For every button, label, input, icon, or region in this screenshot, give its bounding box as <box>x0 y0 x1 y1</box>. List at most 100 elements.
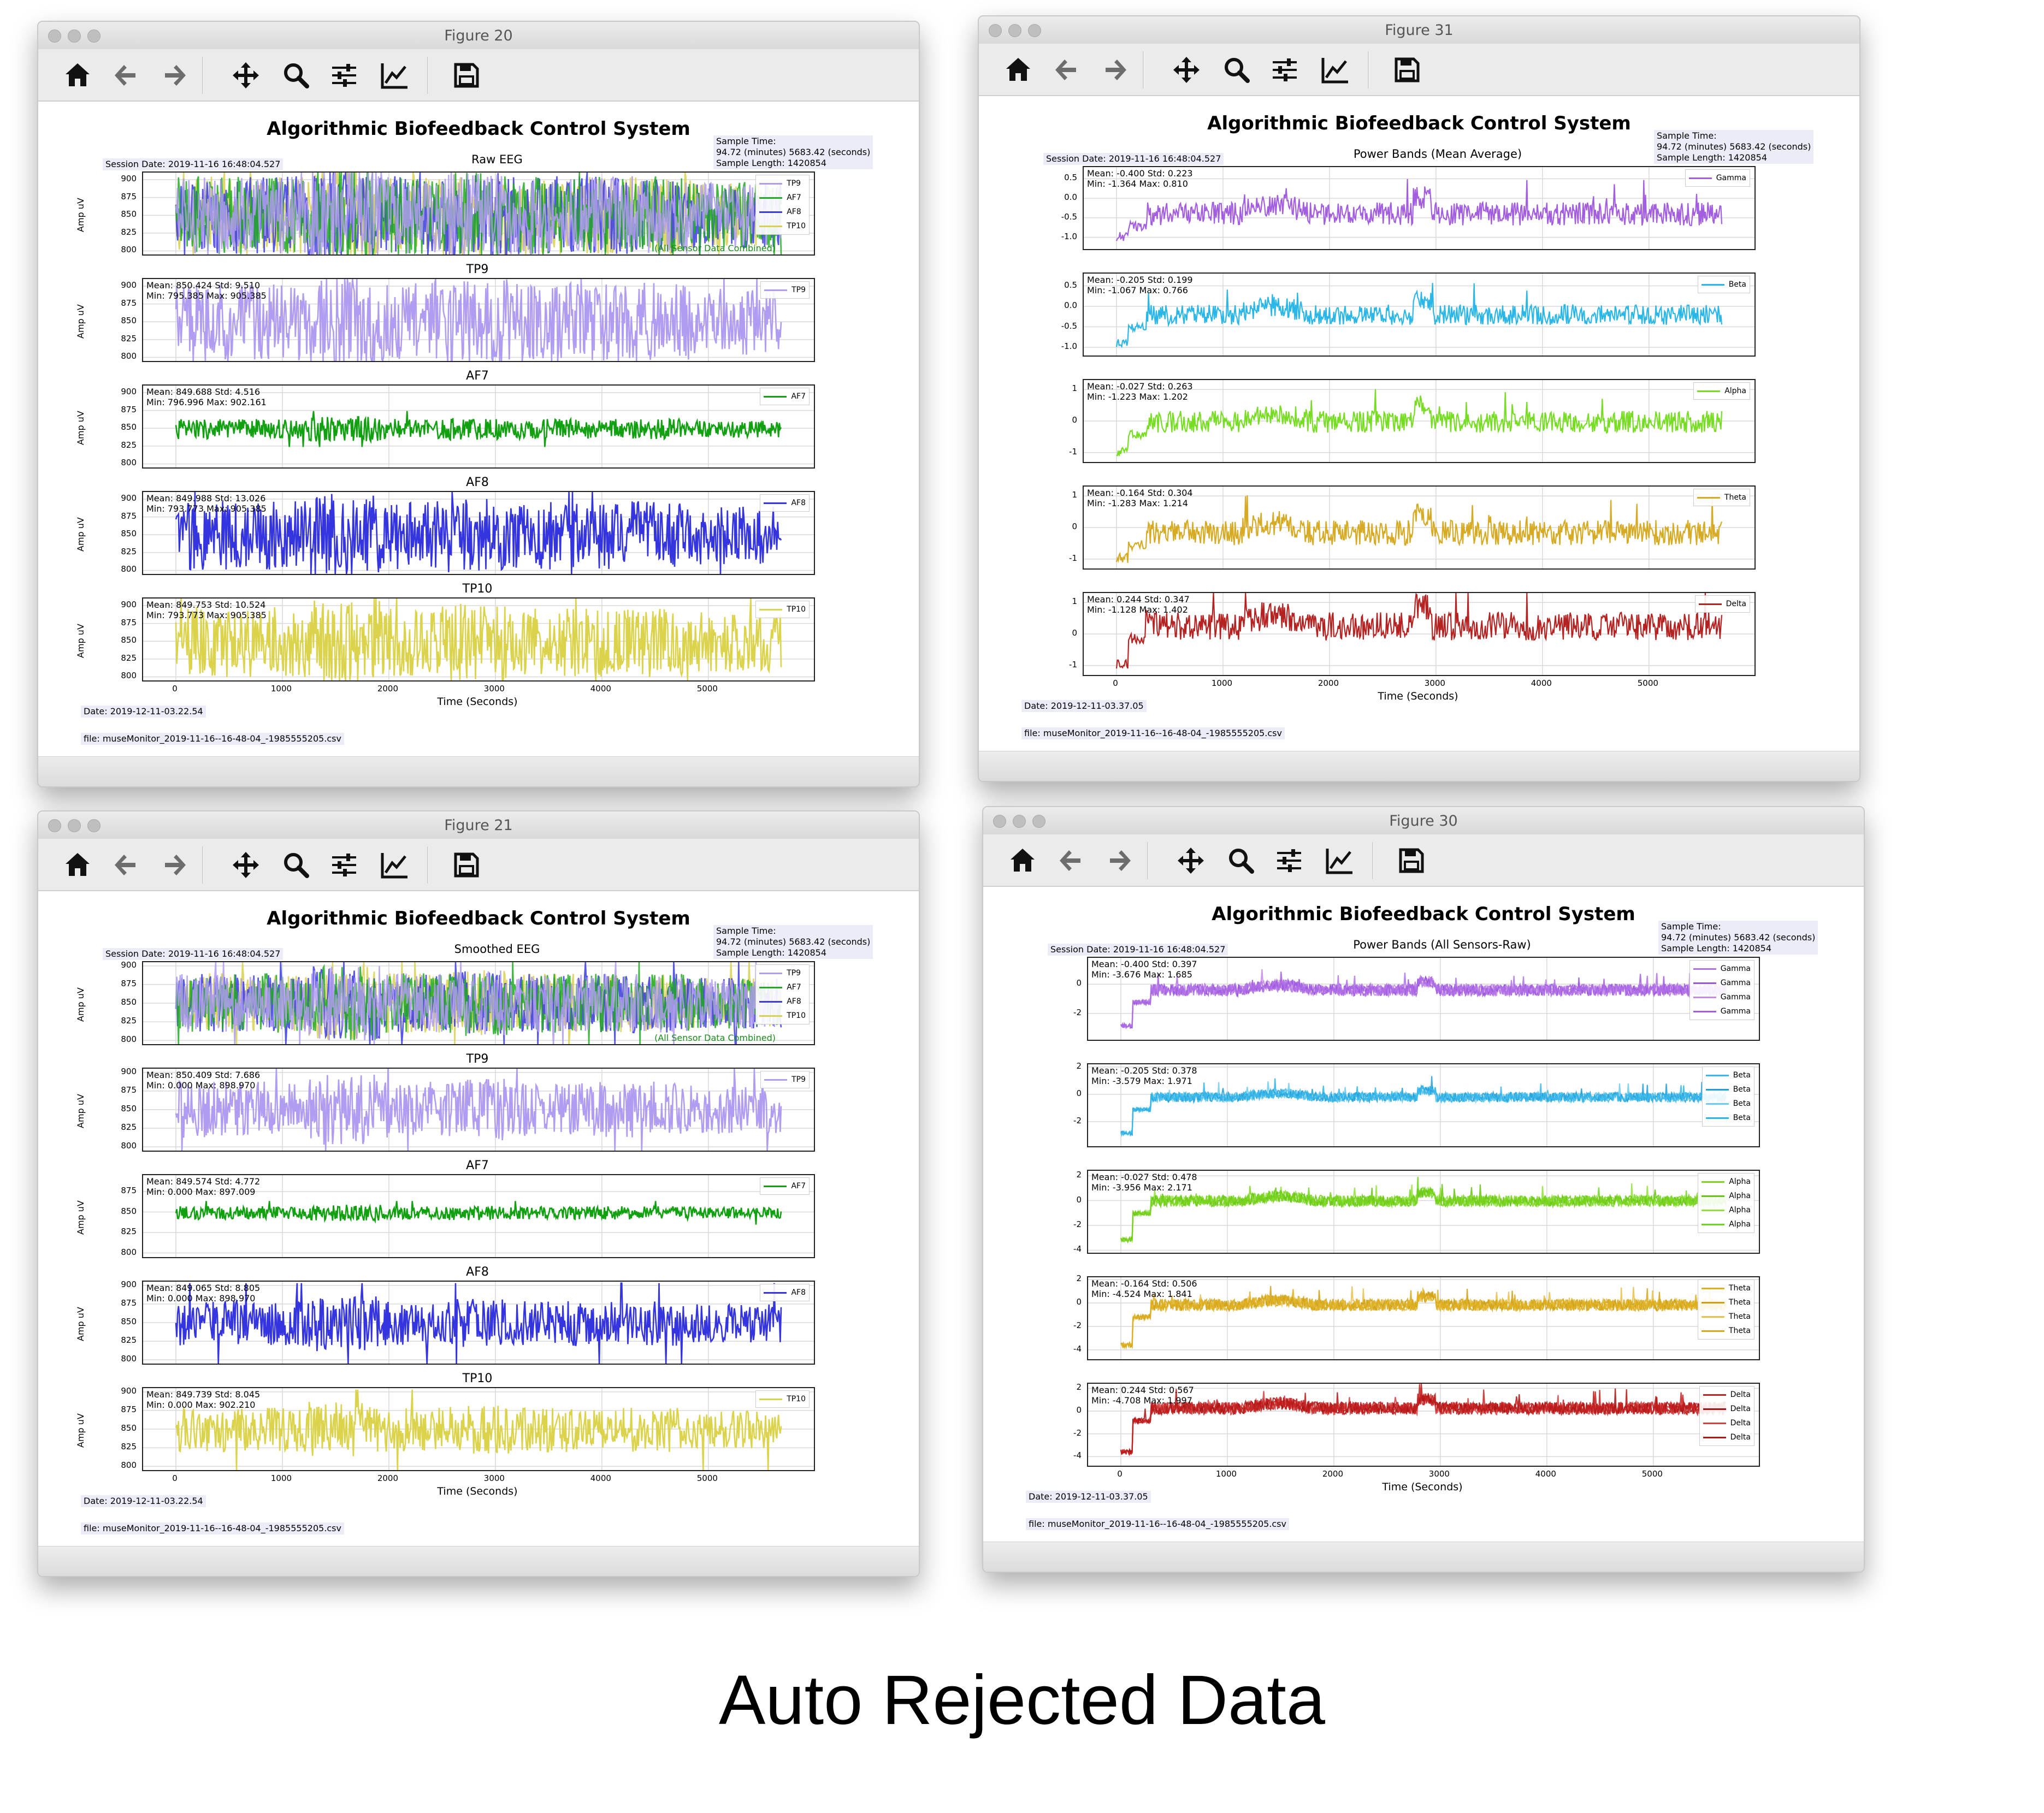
configure-subplots-button[interactable] <box>329 60 359 91</box>
legend-swatch <box>759 197 783 199</box>
legend-swatch <box>1701 1287 1724 1289</box>
back-arrow-button[interactable] <box>1051 55 1082 85</box>
zoom-window-button[interactable] <box>87 29 101 43</box>
sample-time-line: Sample Time: <box>716 136 776 146</box>
forward-arrow-button[interactable] <box>1104 845 1135 876</box>
legend-swatch <box>1697 496 1720 499</box>
legend-swatch <box>1693 982 1716 984</box>
legend-item: Theta <box>1701 1295 1751 1310</box>
line-chart <box>143 1282 814 1364</box>
forward-arrow-button[interactable] <box>159 60 190 91</box>
back-arrow-button[interactable] <box>1055 845 1086 876</box>
y-tick-label: 0.5 <box>1064 280 1077 290</box>
series-line-theta <box>1120 1286 1727 1349</box>
forward-arrow-button[interactable] <box>159 850 190 880</box>
y-tick-label: 825 <box>121 227 137 237</box>
y-tick-label: 850 <box>121 635 137 645</box>
home-button[interactable] <box>1007 845 1038 876</box>
date-stamp: Date: 2019-12-11-03.22.54 <box>81 706 206 718</box>
legend-label: Gamma <box>1720 993 1751 1002</box>
x-tick-label: 4000 <box>1531 678 1552 688</box>
pan-move-button[interactable] <box>231 60 261 91</box>
zoom-magnifier-button[interactable] <box>1226 845 1256 876</box>
date-stamp: Date: 2019-12-11-03.22.54 <box>81 1495 206 1507</box>
y-tick-label: 0 <box>1076 1088 1082 1098</box>
panel-stats: Mean: 849.065 Std: 8.805 Min: 0.000 Max: … <box>146 1283 260 1304</box>
home-icon <box>66 853 90 876</box>
minimize-window-button[interactable] <box>68 29 81 43</box>
edit-axis-button[interactable] <box>1320 55 1350 85</box>
minimize-window-button[interactable] <box>1013 815 1026 828</box>
back-arrow-button[interactable] <box>110 60 141 91</box>
legend-swatch <box>1688 177 1712 179</box>
legend-label: Gamma <box>1720 964 1751 973</box>
toolbar-separator <box>203 57 204 94</box>
sample-time-line: 94.72 (minutes) 5683.42 (seconds) <box>716 937 871 947</box>
home-button[interactable] <box>62 60 93 91</box>
pan-move-button[interactable] <box>231 850 261 880</box>
home-button[interactable] <box>62 850 93 880</box>
y-tick-label: -4 <box>1073 1343 1082 1354</box>
back-arrow-button[interactable] <box>110 850 141 880</box>
x-tick-label: 3000 <box>1428 1469 1450 1479</box>
sample-time-line: Sample Time: <box>1661 921 1721 932</box>
edit-axis-button[interactable] <box>379 60 410 91</box>
stat-line: Min: -1.067 Max: 0.766 <box>1087 285 1188 295</box>
configure-subplots-button[interactable] <box>1269 55 1300 85</box>
toolbar-separator <box>428 846 429 884</box>
legend: Beta <box>1697 276 1750 293</box>
home-icon <box>66 63 90 86</box>
edit-axis-button[interactable] <box>1324 845 1355 876</box>
legend: Alpha <box>1693 382 1750 400</box>
save-button[interactable] <box>451 60 482 91</box>
plot-subtitle: Smoothed EEG <box>454 943 540 956</box>
pan-move-button[interactable] <box>1175 845 1206 876</box>
series-line-theta <box>1115 495 1723 564</box>
legend-label: Beta <box>1733 1113 1751 1122</box>
x-tick-label: 1000 <box>1211 678 1233 688</box>
close-window-button[interactable] <box>48 819 61 832</box>
series-line-af8 <box>175 492 782 574</box>
status-bar <box>983 1542 1864 1572</box>
y-tick-label: 2 <box>1076 1061 1082 1071</box>
minimize-window-button[interactable] <box>1008 24 1021 37</box>
sample-time-line: Sample Length: 1420854 <box>716 158 826 168</box>
forward-arrow-button[interactable] <box>1100 55 1131 85</box>
close-window-button[interactable] <box>989 24 1002 37</box>
close-window-button[interactable] <box>48 29 61 43</box>
y-tick-label: 875 <box>121 1404 137 1414</box>
forward-arrow-icon <box>165 855 186 875</box>
figure-window: Figure 30 Algorithmic Biofeedback Control… <box>982 806 1865 1573</box>
y-tick-label: 900 <box>121 1066 137 1076</box>
legend-item: AF7 <box>764 389 806 404</box>
stat-line: Mean: -0.205 Std: 0.378 <box>1091 1065 1197 1076</box>
legend-label: Gamma <box>1720 1007 1751 1016</box>
stat-line: Min: -1.223 Max: 1.202 <box>1087 392 1188 402</box>
line-chart <box>1084 274 1754 356</box>
title-bar: Figure 31 <box>979 16 1859 44</box>
zoom-window-button[interactable] <box>1028 24 1041 37</box>
minimize-window-button[interactable] <box>68 819 81 832</box>
save-button[interactable] <box>451 850 482 880</box>
close-window-button[interactable] <box>993 815 1006 828</box>
y-tick-label: -4 <box>1073 1450 1082 1461</box>
home-button[interactable] <box>1003 55 1033 85</box>
zoom-magnifier-button[interactable] <box>281 60 311 91</box>
y-tick-label: 0 <box>1076 1405 1082 1415</box>
y-tick-label: 875 <box>121 511 137 521</box>
zoom-magnifier-button[interactable] <box>281 850 311 880</box>
edit-axis-button[interactable] <box>379 850 410 880</box>
save-button[interactable] <box>1392 55 1422 85</box>
legend-swatch <box>1693 968 1716 970</box>
save-button[interactable] <box>1396 845 1427 876</box>
legend-label: Beta <box>1733 1085 1751 1094</box>
x-tick-label: 5000 <box>696 684 718 694</box>
legend-swatch <box>759 225 783 227</box>
configure-subplots-button[interactable] <box>329 850 359 880</box>
sample-time-box: Sample Time: 94.72 (minutes) 5683.42 (sec… <box>1654 130 1814 164</box>
zoom-magnifier-button[interactable] <box>1221 55 1252 85</box>
zoom-window-button[interactable] <box>87 819 101 832</box>
pan-move-button[interactable] <box>1171 55 1202 85</box>
zoom-window-button[interactable] <box>1032 815 1045 828</box>
configure-subplots-button[interactable] <box>1274 845 1304 876</box>
